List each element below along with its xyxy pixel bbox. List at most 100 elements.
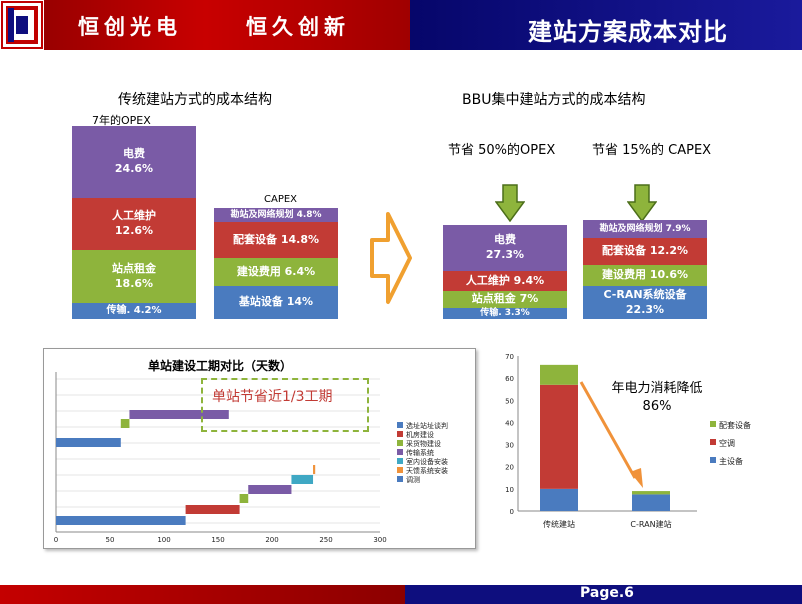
footer-right-bar bbox=[405, 585, 802, 604]
gantt-bar bbox=[313, 465, 316, 474]
bbu-opex-transmission-block: 传输. 3.3% bbox=[443, 308, 567, 319]
company-name: 恒创光电 bbox=[78, 15, 182, 39]
opex-labor-block: 人工维护 12.6% bbox=[72, 198, 196, 250]
x-tick-label: 100 bbox=[157, 536, 170, 544]
bbu-capex-support-label: 配套设备 12.2% bbox=[602, 244, 688, 258]
legend-label: 机房建设 bbox=[406, 430, 434, 439]
bbu-capex-build-label: 建设费用 10.6% bbox=[602, 268, 688, 282]
legend-swatch bbox=[397, 440, 403, 446]
gantt-title: 单站建设工期对比（天数） bbox=[148, 359, 293, 373]
bbu-opex-rent-block: 站点租金 7% bbox=[443, 291, 567, 308]
y-tick-label: 70 bbox=[505, 353, 514, 361]
opex-transmission-label: 传输. 4.2% bbox=[106, 305, 162, 317]
bbu-capex-cran-value: 22.3% bbox=[625, 302, 665, 316]
gantt-chart: 0 50 100 150 200 250 300 选址站址谈判机房建设采货物建设传输系统室内设… bbox=[54, 372, 448, 544]
bbu-capex-build-block: 建设费用 10.6% bbox=[583, 265, 707, 286]
power-note-line2: 86% bbox=[642, 399, 672, 415]
bbu-opex-rent-label: 站点租金 7% bbox=[471, 292, 539, 306]
power-arrow-head bbox=[630, 468, 643, 488]
legend-label: 传输系统 bbox=[406, 448, 434, 457]
right-arrow-icon bbox=[370, 212, 412, 304]
bbu-opex-power-label: 电费 bbox=[494, 233, 516, 247]
bbu-opex-power-value: 27.3% bbox=[485, 248, 525, 261]
gantt-bar bbox=[185, 505, 240, 514]
x-category-label: 传统建站 bbox=[543, 519, 575, 529]
x-tick-label: 300 bbox=[373, 536, 386, 544]
capex-build-block: 建设费用 6.4% bbox=[214, 258, 338, 286]
capex-label: CAPEX bbox=[264, 194, 298, 205]
legend-swatch bbox=[397, 476, 403, 482]
capex-equip-label: 基站设备 14% bbox=[238, 295, 314, 309]
x-tick-label: 50 bbox=[106, 536, 115, 544]
opex-saving-label: 节省 50%的OPEX bbox=[448, 143, 556, 158]
capex-saving-label: 节省 15%的 CAPEX bbox=[592, 143, 712, 158]
power-note-line1: 年电力消耗降低 bbox=[611, 381, 703, 396]
opex-rent-label: 站点租金 bbox=[112, 261, 156, 275]
logo-mark bbox=[1, 1, 43, 49]
gantt-bar bbox=[56, 516, 186, 525]
legend-swatch bbox=[397, 431, 403, 437]
legend-label: 空调 bbox=[719, 438, 735, 448]
y-tick-label: 20 bbox=[505, 464, 514, 472]
bbu-capex-survey-label: 勘站及网络规划 7.9% bbox=[599, 223, 691, 234]
opex-power-label: 电费 bbox=[123, 147, 145, 161]
opex-labor-label: 人工维护 bbox=[112, 209, 156, 223]
opex-labor-value: 12.6% bbox=[114, 224, 154, 237]
header-left-bar bbox=[0, 0, 410, 50]
gantt-bar bbox=[239, 494, 249, 503]
bbu-opex-power-block: 电费 27.3% bbox=[443, 225, 567, 271]
power-bar-segment bbox=[540, 488, 578, 511]
legend-swatch bbox=[710, 439, 716, 445]
y-tick-label: 50 bbox=[505, 397, 514, 405]
down-arrow-icon bbox=[495, 184, 525, 222]
header-right-bar bbox=[410, 0, 802, 50]
legend-swatch bbox=[710, 457, 716, 463]
legend-label: 选址站址谈判 bbox=[406, 421, 448, 430]
capex-equip-block: 基站设备 14% bbox=[214, 286, 338, 319]
gantt-bar bbox=[56, 438, 121, 447]
legend-swatch bbox=[397, 449, 403, 455]
opex-transmission-block: 传输. 4.2% bbox=[72, 303, 196, 319]
opex-power-block: 电费 24.6% bbox=[72, 126, 196, 198]
power-bar-segment bbox=[632, 494, 670, 511]
gantt-note-box bbox=[201, 378, 369, 432]
bbu-opex-labor-block: 人工维护 9.4% bbox=[443, 271, 567, 291]
gantt-bar bbox=[120, 419, 130, 428]
power-bar-segment bbox=[540, 384, 578, 489]
x-category-label: C-RAN建站 bbox=[630, 519, 671, 529]
legend-label: 配套设备 bbox=[719, 420, 751, 430]
legend-label: 调测 bbox=[406, 475, 420, 484]
opex-power-value: 24.6% bbox=[114, 162, 154, 175]
left-section-title: 传统建站方式的成本结构 bbox=[118, 92, 272, 108]
x-tick-label: 150 bbox=[211, 536, 224, 544]
opex-rent-value: 18.6% bbox=[114, 276, 154, 290]
page-number: Page.6 bbox=[580, 585, 634, 601]
bbu-opex-labor-label: 人工维护 9.4% bbox=[465, 273, 545, 287]
power-arrow bbox=[579, 381, 637, 479]
gantt-chart-frame bbox=[43, 348, 476, 549]
company-logo bbox=[0, 0, 44, 50]
bbu-opex-transmission-label: 传输. 3.3% bbox=[480, 308, 530, 319]
gantt-bar bbox=[248, 485, 292, 494]
down-arrow-icon bbox=[627, 184, 657, 222]
footer-left-bar bbox=[0, 585, 405, 604]
gantt-note: 单站节省近1/3工期 bbox=[212, 389, 333, 405]
power-note: 年电力消耗降低 86% bbox=[604, 380, 710, 416]
legend-label: 天馈系统安装 bbox=[406, 466, 448, 475]
x-tick-label: 250 bbox=[319, 536, 332, 544]
opex-label: 7年的OPEX bbox=[92, 114, 151, 127]
legend-swatch bbox=[710, 421, 716, 427]
power-bar-segment bbox=[540, 364, 578, 385]
gantt-bar bbox=[291, 475, 314, 484]
y-tick-label: 60 bbox=[505, 375, 514, 383]
capex-support-label: 配套设备 14.8% bbox=[233, 232, 319, 246]
bbu-capex-cran-block: C-RAN系统设备 22.3% bbox=[583, 286, 707, 319]
bbu-capex-support-block: 配套设备 12.2% bbox=[583, 238, 707, 265]
legend-swatch bbox=[397, 467, 403, 473]
legend-label: 室内设备安装 bbox=[406, 457, 448, 466]
x-tick-label: 200 bbox=[265, 536, 278, 544]
legend-label: 采货物建设 bbox=[406, 439, 441, 448]
power-bar-segment bbox=[632, 491, 670, 495]
x-tick-label: 0 bbox=[54, 536, 58, 544]
capex-build-label: 建设费用 6.4% bbox=[236, 264, 316, 278]
